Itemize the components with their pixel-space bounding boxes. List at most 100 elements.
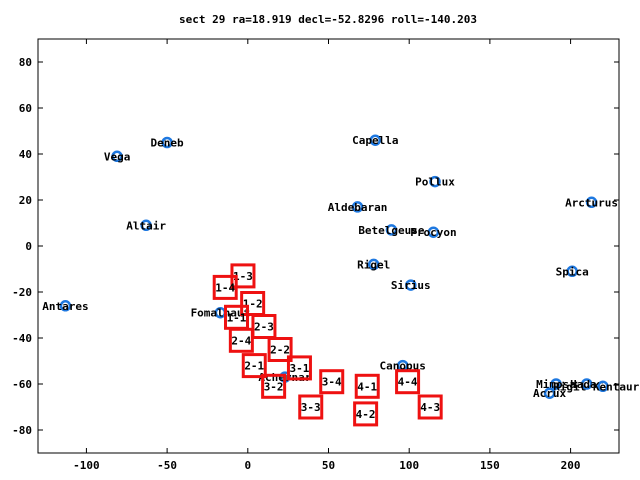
star-marker bbox=[59, 300, 72, 312]
y-tick-label: -80 bbox=[12, 424, 32, 437]
sector-box-outline bbox=[212, 274, 238, 300]
sector-box-label: 2-4 bbox=[231, 334, 251, 347]
sector-box-label: 3-3 bbox=[301, 401, 321, 414]
x-tick-label: 200 bbox=[561, 459, 581, 472]
y-tick-label: 40 bbox=[19, 148, 32, 161]
star-label: Pollux bbox=[415, 176, 455, 189]
star-label: Hadar bbox=[570, 378, 603, 391]
x-tick-label: -100 bbox=[73, 459, 100, 472]
sector-box-label: 3-2 bbox=[264, 380, 284, 393]
sector-boxes: 1-31-4 1-21-1 2-32-4 2-2 2-1 3-1 3-2 3-4 4-1 4-4 3… bbox=[212, 263, 443, 427]
star-point: Acrux bbox=[533, 387, 566, 400]
star-label: Antares bbox=[42, 300, 88, 313]
star-point: Sirius bbox=[391, 279, 431, 292]
star-marker bbox=[405, 279, 417, 291]
star-label: Rigel bbox=[357, 258, 390, 271]
star-label: Acrux bbox=[533, 387, 566, 400]
y-tick-label: -60 bbox=[12, 378, 32, 391]
y-tick-label: -20 bbox=[12, 286, 32, 299]
sector-box-outline bbox=[353, 401, 379, 427]
star-marker bbox=[351, 201, 364, 213]
sector-box-outline bbox=[267, 337, 293, 362]
star-marker bbox=[429, 175, 441, 188]
sector-box-outline bbox=[319, 369, 345, 395]
star-label: Arcturus bbox=[565, 196, 618, 209]
star-label: Vega bbox=[104, 150, 131, 163]
sector-box-outline bbox=[354, 373, 380, 399]
sector-box-label: 1-1 bbox=[227, 311, 247, 324]
star-marker bbox=[597, 380, 609, 393]
star-point: Antares bbox=[42, 300, 88, 313]
star-marker bbox=[385, 224, 398, 236]
sector-box-outline bbox=[417, 394, 443, 420]
sector-box-label: 1-2 bbox=[243, 298, 263, 311]
star-point: Capella bbox=[352, 134, 398, 147]
star-point: Vega bbox=[104, 150, 131, 163]
star-label: Spica bbox=[556, 265, 589, 278]
star-point: Rigel bbox=[357, 258, 390, 271]
star-point: Rigil Kentaurus bbox=[553, 380, 640, 393]
x-tick-label: 50 bbox=[322, 459, 335, 472]
star-label: Rigil Kentaurus bbox=[553, 380, 640, 393]
chart-title: sect 29 ra=18.919 decl=-52.8296 roll=-14… bbox=[179, 13, 477, 26]
sector-box-outline bbox=[251, 314, 277, 339]
y-tick-label: 0 bbox=[25, 240, 32, 253]
sector-box-outline bbox=[228, 327, 254, 353]
sector-box-label: 2-1 bbox=[244, 360, 264, 373]
sector-box: 3-3 bbox=[298, 394, 324, 420]
sector-box-label: 4-1 bbox=[357, 380, 377, 393]
sector-box-label: 2-3 bbox=[254, 321, 274, 334]
plot-frame bbox=[37, 38, 620, 454]
sector-box-label: 3-4 bbox=[322, 376, 342, 389]
star-point: Arcturus bbox=[565, 196, 618, 209]
star-marker bbox=[543, 387, 556, 399]
star-point: Spica bbox=[556, 265, 589, 278]
y-tick-label: 20 bbox=[19, 194, 32, 207]
star-point: Hadar bbox=[570, 378, 603, 391]
sector-box: 2-1 bbox=[241, 353, 267, 379]
sector-box-outline bbox=[395, 369, 421, 395]
star-marker bbox=[161, 136, 173, 149]
sector-box-outline bbox=[286, 355, 312, 381]
star-marker bbox=[111, 150, 123, 163]
sector-box-label: 2-2 bbox=[270, 344, 290, 357]
star-label: Betelgeuse bbox=[358, 224, 425, 237]
sector-box-outline bbox=[261, 373, 287, 399]
y-tick-label: 80 bbox=[19, 56, 32, 69]
sector-box: 3-2 bbox=[261, 373, 287, 399]
star-marker bbox=[580, 378, 593, 390]
star-marker bbox=[367, 258, 380, 271]
star-label: Capella bbox=[352, 134, 398, 147]
star-point: Procyon bbox=[410, 226, 456, 239]
star-marker bbox=[585, 196, 598, 209]
sector-box: 2-3 bbox=[251, 314, 277, 339]
star-markers: Vega Deneb Capella Pollux Arcturus Aldebaran A… bbox=[42, 134, 640, 400]
sector-box: 4-3 bbox=[417, 394, 443, 420]
star-point: Altair bbox=[126, 219, 166, 232]
sector-box-label: 4-4 bbox=[398, 376, 418, 389]
sector-box: 3-4 bbox=[319, 369, 345, 395]
star-label: Altair bbox=[126, 219, 166, 232]
sector-box: 2-2 bbox=[267, 337, 293, 362]
star-point: Pollux bbox=[415, 176, 455, 189]
star-label: Mimosa bbox=[536, 378, 576, 391]
y-tick-label: -40 bbox=[12, 332, 32, 345]
sector-box-label: 1-4 bbox=[215, 281, 235, 294]
axes: -100 -50 0 50 100 150 200 -80 -60 -40 -20 0 20 40 60 80 bbox=[12, 39, 619, 472]
sector-box: 4-1 bbox=[354, 373, 380, 399]
sector-box-label: 4-2 bbox=[356, 408, 376, 421]
star-marker bbox=[550, 378, 562, 390]
star-marker bbox=[369, 134, 382, 146]
sector-box: 4-4 bbox=[395, 369, 421, 395]
star-label: Sirius bbox=[391, 279, 431, 292]
x-tick-label: -50 bbox=[157, 459, 177, 472]
x-tick-label: 0 bbox=[244, 459, 251, 472]
star-marker bbox=[140, 219, 152, 232]
sector-box-outline bbox=[298, 394, 324, 420]
sector-box-label: 3-1 bbox=[290, 362, 310, 375]
sector-box-outline bbox=[241, 353, 267, 379]
star-marker bbox=[427, 226, 440, 238]
sector-box: 1-4 bbox=[212, 274, 238, 300]
sector-box: 3-1 bbox=[286, 355, 312, 381]
